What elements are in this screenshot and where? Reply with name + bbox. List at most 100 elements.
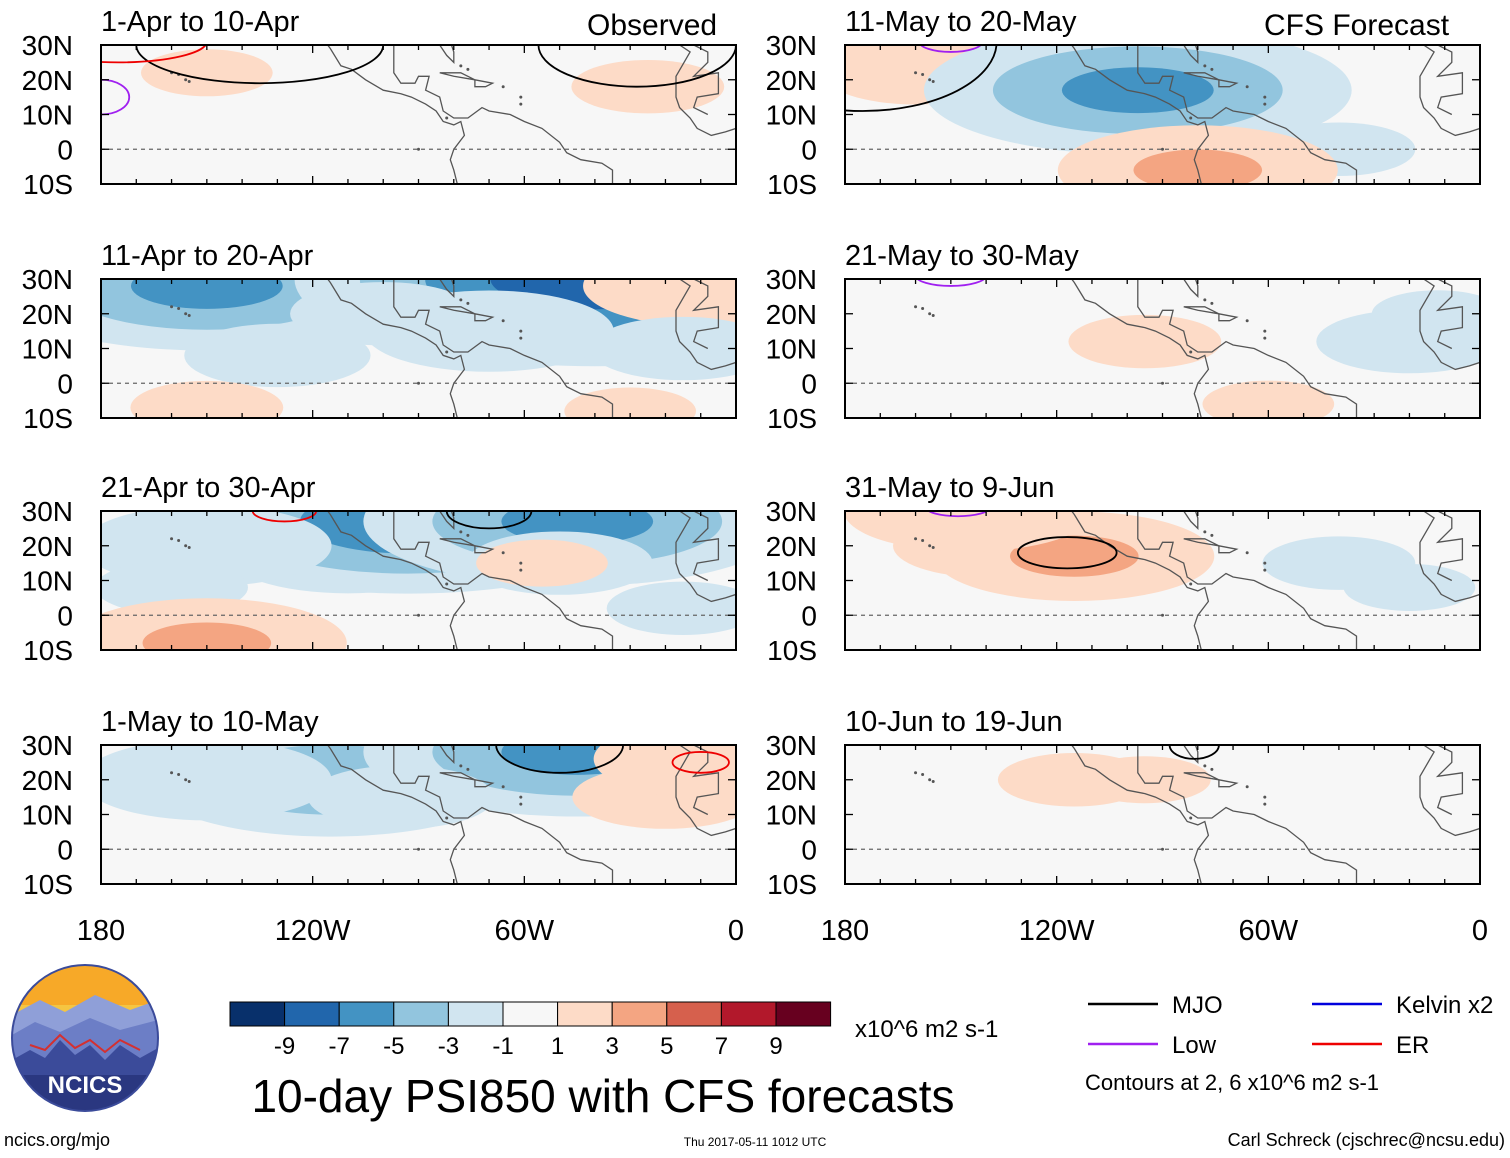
island bbox=[928, 778, 932, 782]
coastline bbox=[1218, 313, 1239, 322]
coastline bbox=[691, 279, 720, 350]
island bbox=[1263, 336, 1267, 340]
colorbar-cell bbox=[720, 1001, 777, 1027]
observed-label: Observed bbox=[587, 9, 718, 42]
island bbox=[1203, 298, 1207, 302]
lat-tick-label: 20N bbox=[766, 65, 817, 96]
coastline bbox=[1435, 511, 1464, 582]
lat-tick-label: 0 bbox=[57, 134, 73, 165]
anomaly-shading bbox=[1079, 756, 1211, 804]
legend-label: MJO bbox=[1172, 992, 1223, 1019]
colorbar-tick-label: -5 bbox=[383, 1033, 404, 1060]
lat-tick-label: 0 bbox=[57, 600, 73, 631]
lon-tick-label: 120W bbox=[275, 915, 351, 947]
lat-tick-label: 20N bbox=[766, 531, 817, 562]
anomaly-shading bbox=[583, 279, 736, 327]
island bbox=[1210, 767, 1214, 771]
panel-title: 1-May to 10-May bbox=[101, 706, 319, 738]
island bbox=[1203, 530, 1207, 534]
low-contour bbox=[919, 45, 983, 53]
mjo-contour bbox=[135, 45, 385, 85]
coastline bbox=[393, 511, 614, 650]
coastline bbox=[439, 745, 455, 764]
island bbox=[1189, 816, 1193, 820]
lat-tick-label: 10N bbox=[766, 566, 817, 597]
coastline bbox=[1435, 45, 1464, 116]
footer-left: ncics.org/mjo bbox=[4, 1130, 110, 1150]
legend-label: Low bbox=[1172, 1032, 1217, 1059]
legend: MJO Kelvin x2 Low ER bbox=[1088, 992, 1493, 1059]
lat-tick-label: 10N bbox=[22, 100, 73, 131]
island bbox=[445, 582, 449, 586]
coastline bbox=[1137, 45, 1358, 184]
island bbox=[519, 336, 523, 340]
anomaly-shading bbox=[1061, 67, 1214, 114]
anomaly-shading bbox=[140, 49, 273, 97]
coastline bbox=[474, 79, 495, 88]
lat-tick-label: 30N bbox=[766, 264, 817, 295]
island bbox=[187, 79, 191, 83]
coastline bbox=[675, 745, 736, 837]
anomaly-shading bbox=[1068, 314, 1222, 369]
island bbox=[914, 71, 918, 75]
colorbar-tick-label: 9 bbox=[769, 1033, 782, 1060]
island bbox=[931, 79, 935, 83]
lat-tick-label: 20N bbox=[766, 299, 817, 330]
footer-right: Carl Schreck (cjschrec@ncsu.edu) bbox=[1228, 1130, 1505, 1150]
coastline bbox=[1070, 45, 1210, 184]
lat-tick-label: 30N bbox=[766, 496, 817, 527]
lat-tick-label: 30N bbox=[22, 730, 73, 761]
coastline bbox=[1183, 511, 1199, 530]
anomaly-shading bbox=[307, 765, 494, 829]
panel-title: 11-Apr to 20-Apr bbox=[101, 240, 314, 272]
coastline bbox=[1183, 45, 1199, 64]
island bbox=[921, 773, 925, 777]
lon-tick-label: 180 bbox=[821, 915, 869, 947]
island bbox=[1263, 102, 1267, 106]
colorbar-cell bbox=[393, 1001, 449, 1027]
panel-title: 10-Jun to 19-Jun bbox=[845, 706, 1063, 738]
coastline bbox=[474, 545, 495, 554]
lat-tick-label: 0 bbox=[57, 834, 73, 865]
colorbar-cell bbox=[557, 1001, 613, 1027]
island bbox=[501, 785, 505, 789]
island bbox=[417, 613, 420, 617]
island bbox=[1210, 533, 1214, 537]
coastline bbox=[1183, 745, 1199, 764]
island bbox=[1245, 319, 1249, 323]
island bbox=[459, 64, 463, 68]
lat-tick-label: 10S bbox=[767, 869, 817, 900]
lon-tick-label: 0 bbox=[728, 915, 744, 947]
island bbox=[1263, 329, 1267, 333]
island bbox=[921, 73, 925, 77]
coastline bbox=[675, 279, 736, 371]
anomaly-shading bbox=[1133, 149, 1263, 184]
er-contour bbox=[101, 45, 207, 64]
island bbox=[170, 771, 174, 775]
colorbar-tick-label: 1 bbox=[551, 1033, 564, 1060]
coastline bbox=[675, 45, 736, 137]
island bbox=[466, 67, 470, 71]
axis-layer: 180 120W 60W 0 180 120W 60W 0 bbox=[77, 915, 1488, 947]
logo-text: NCICS bbox=[48, 1072, 123, 1099]
lat-tick-label: 10S bbox=[23, 869, 73, 900]
colorbar-cell bbox=[447, 1001, 504, 1027]
anomaly-shading bbox=[101, 745, 332, 821]
mjo-contour bbox=[845, 45, 998, 112]
lat-tick-label: 20N bbox=[22, 765, 73, 796]
lat-tick-label: 10S bbox=[767, 635, 817, 666]
low-contour bbox=[101, 78, 131, 116]
island bbox=[184, 78, 188, 82]
coastline bbox=[1137, 745, 1358, 884]
island bbox=[931, 545, 935, 549]
coastline bbox=[1137, 279, 1358, 418]
anomaly-shading bbox=[130, 279, 283, 309]
panel-title: 11-May to 20-May bbox=[845, 6, 1077, 38]
island bbox=[445, 816, 449, 820]
colorbar-tick-label: -3 bbox=[438, 1033, 459, 1060]
coastline bbox=[1435, 279, 1464, 350]
